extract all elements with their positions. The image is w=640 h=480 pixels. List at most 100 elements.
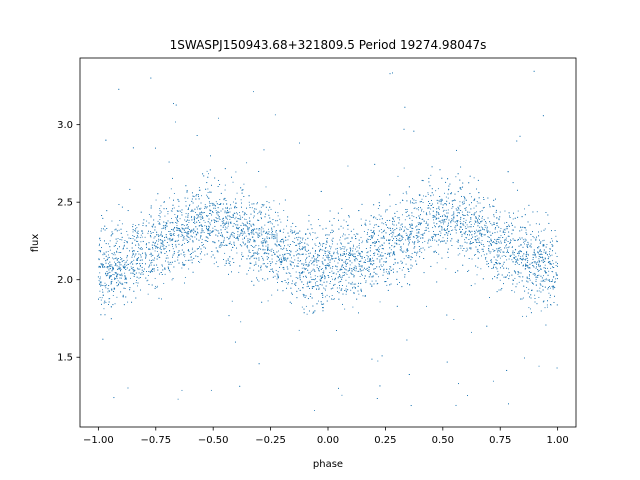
data-point xyxy=(457,173,459,175)
data-point xyxy=(348,254,349,255)
data-point xyxy=(188,233,190,235)
data-point xyxy=(425,195,427,197)
data-point xyxy=(489,252,491,254)
data-point xyxy=(544,264,546,266)
data-point xyxy=(346,248,348,250)
data-point xyxy=(204,254,206,256)
data-point xyxy=(368,276,370,278)
data-point xyxy=(232,201,234,203)
data-point xyxy=(452,218,454,220)
data-point xyxy=(222,223,224,225)
data-point xyxy=(172,239,174,241)
data-point xyxy=(348,242,350,244)
data-point xyxy=(113,252,115,254)
data-point xyxy=(256,232,258,234)
data-point xyxy=(475,211,477,213)
data-point xyxy=(526,244,528,246)
data-point xyxy=(254,240,256,242)
data-point xyxy=(524,214,526,216)
data-point xyxy=(442,204,444,206)
data-point xyxy=(182,261,184,263)
data-point xyxy=(165,222,167,224)
data-point xyxy=(284,258,286,260)
data-point xyxy=(312,260,314,262)
data-point xyxy=(297,232,298,234)
data-point xyxy=(444,215,446,217)
data-point xyxy=(137,251,139,252)
data-point xyxy=(178,236,180,238)
data-point xyxy=(299,242,301,244)
data-point xyxy=(262,231,264,233)
data-point xyxy=(210,256,212,258)
data-point xyxy=(508,235,510,237)
data-point xyxy=(232,214,234,216)
data-point xyxy=(427,205,429,206)
data-point xyxy=(375,224,377,226)
data-point xyxy=(363,261,365,263)
data-point xyxy=(344,254,346,256)
data-point xyxy=(315,237,317,239)
data-point xyxy=(99,281,101,283)
data-point xyxy=(213,207,215,209)
data-point xyxy=(510,240,512,241)
data-point xyxy=(236,252,238,254)
data-point xyxy=(477,248,479,250)
data-point xyxy=(160,242,162,244)
data-point xyxy=(346,273,348,275)
data-point xyxy=(394,258,396,260)
data-point xyxy=(378,248,380,250)
data-point xyxy=(183,238,185,240)
data-point xyxy=(291,283,293,285)
data-point xyxy=(366,255,368,256)
data-point xyxy=(137,258,138,260)
data-point xyxy=(160,245,162,247)
data-point xyxy=(443,219,445,221)
data-point xyxy=(548,279,550,281)
data-point xyxy=(456,210,458,211)
data-point xyxy=(194,217,196,219)
data-point xyxy=(343,253,345,255)
data-point xyxy=(144,236,146,238)
data-point xyxy=(112,274,114,275)
data-point xyxy=(447,257,449,258)
data-point xyxy=(440,200,442,202)
data-point xyxy=(389,205,391,207)
data-point xyxy=(319,266,321,268)
data-point xyxy=(432,194,434,196)
data-point xyxy=(396,283,398,285)
data-point xyxy=(402,261,403,263)
data-point xyxy=(406,234,408,236)
data-point xyxy=(482,227,484,229)
data-point xyxy=(247,226,248,228)
data-point xyxy=(296,290,298,292)
data-point xyxy=(158,253,160,255)
data-point xyxy=(105,266,107,268)
data-point xyxy=(230,221,232,223)
data-point xyxy=(530,262,532,264)
data-point xyxy=(496,260,498,262)
data-point xyxy=(478,219,480,220)
data-point xyxy=(554,278,556,280)
data-point xyxy=(296,244,298,246)
data-point xyxy=(420,222,422,224)
data-point xyxy=(228,208,230,210)
data-point xyxy=(118,260,120,262)
data-point xyxy=(205,236,207,238)
data-point xyxy=(394,212,396,214)
data-point xyxy=(151,253,153,255)
data-point xyxy=(181,267,183,269)
data-point xyxy=(181,209,183,211)
data-point xyxy=(261,256,263,257)
data-point xyxy=(109,264,111,266)
data-point xyxy=(184,263,186,265)
data-point xyxy=(108,256,110,258)
data-point xyxy=(555,235,557,237)
data-point xyxy=(327,255,329,257)
data-point xyxy=(430,174,432,176)
data-point xyxy=(238,218,240,220)
data-point xyxy=(99,240,101,242)
data-point xyxy=(261,226,263,228)
data-point xyxy=(531,281,533,283)
data-point xyxy=(493,222,495,224)
data-point xyxy=(263,263,265,265)
